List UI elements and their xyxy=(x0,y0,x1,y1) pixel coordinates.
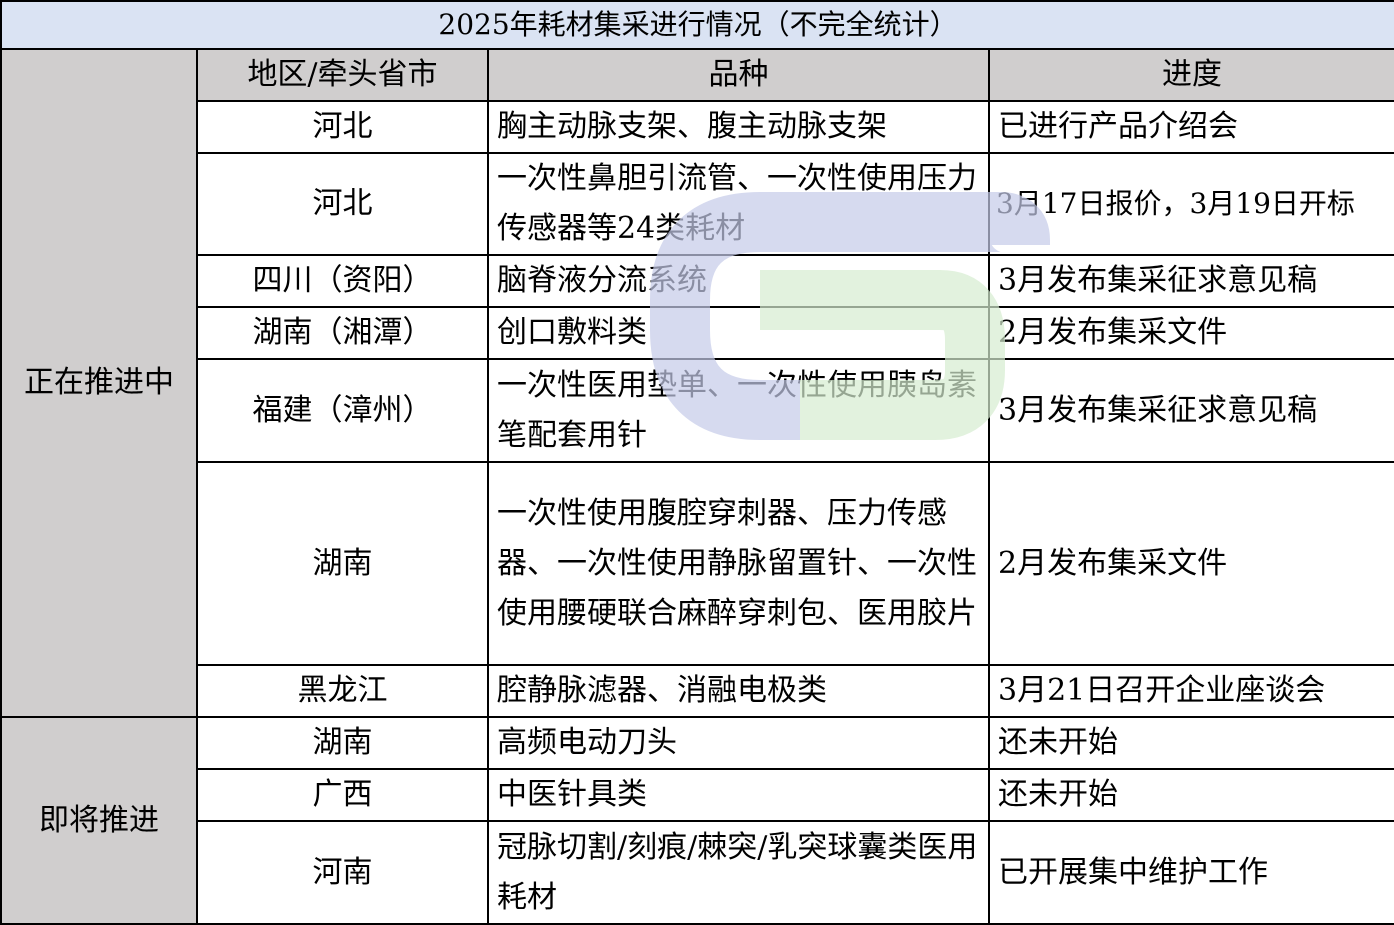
region-cell: 广西 xyxy=(196,768,489,822)
progress-cell: 3月发布集采征求意见稿 xyxy=(987,254,1394,308)
table-title: 2025年耗材集采进行情况（不完全统计） xyxy=(0,0,1394,50)
region-cell: 湖南 xyxy=(196,716,489,770)
variety-cell: 冠脉切割/刻痕/棘突/乳突球囊类医用耗材 xyxy=(487,820,990,925)
table-row: 湖南 一次性使用腹腔穿刺器、压力传感器、一次性使用静脉留置针、一次性使用腰硬联合… xyxy=(1,461,1394,666)
variety-cell: 一次性使用腹腔穿刺器、压力传感器、一次性使用静脉留置针、一次性使用腰硬联合麻醉穿… xyxy=(487,461,990,666)
header-variety: 品种 xyxy=(487,48,990,102)
region-cell: 四川（资阳） xyxy=(196,254,489,308)
variety-cell: 胸主动脉支架、腹主动脉支架 xyxy=(487,100,990,154)
progress-cell: 3月21日召开企业座谈会 xyxy=(987,664,1394,718)
table-row: 湖南（湘潭） 创口敷料类 2月发布集采文件 xyxy=(1,306,1394,360)
table-row: 河南 冠脉切割/刻痕/棘突/乳突球囊类医用耗材 已开展集中维护工作 xyxy=(1,820,1394,925)
progress-cell: 还未开始 xyxy=(987,716,1394,770)
progress-cell: 3月17日报价，3月19日开标 xyxy=(987,152,1394,256)
region-cell: 福建（漳州） xyxy=(196,358,489,463)
region-cell: 湖南 xyxy=(196,461,489,666)
table-row: 即将推进 湖南 高频电动刀头 还未开始 xyxy=(0,716,1394,925)
table-row: 河北 胸主动脉支架、腹主动脉支架 已进行产品介绍会 xyxy=(1,100,1394,154)
progress-cell: 3月发布集采征求意见稿 xyxy=(987,358,1394,463)
progress-cell: 2月发布集采文件 xyxy=(987,461,1394,666)
table-row: 福建（漳州） 一次性医用垫单、一次性使用胰岛素笔配套用针 3月发布集采征求意见稿 xyxy=(1,358,1394,463)
region-cell: 河北 xyxy=(196,100,489,154)
progress-cell: 已开展集中维护工作 xyxy=(987,820,1394,925)
region-cell: 黑龙江 xyxy=(196,664,489,718)
variety-cell: 创口敷料类 xyxy=(487,306,990,360)
table-row: 黑龙江 腔静脉滤器、消融电极类 3月21日召开企业座谈会 xyxy=(1,664,1394,718)
variety-cell: 一次性医用垫单、一次性使用胰岛素笔配套用针 xyxy=(487,358,990,463)
table-row: 河北 一次性鼻胆引流管、一次性使用压力传感器等24类耗材 3月17日报价，3月1… xyxy=(1,152,1394,256)
group-in-progress: 正在推进中 xyxy=(0,48,198,718)
variety-cell: 高频电动刀头 xyxy=(487,716,990,770)
region-cell: 湖南（湘潭） xyxy=(196,306,489,360)
variety-cell: 脑脊液分流系统 xyxy=(487,254,990,308)
progress-cell: 2月发布集采文件 xyxy=(987,306,1394,360)
variety-cell: 中医针具类 xyxy=(487,768,990,822)
region-cell: 河北 xyxy=(196,152,489,256)
header-progress: 进度 xyxy=(987,48,1394,102)
variety-cell: 腔静脉滤器、消融电极类 xyxy=(487,664,990,718)
progress-cell: 还未开始 xyxy=(987,768,1394,822)
group-upcoming: 即将推进 xyxy=(0,716,198,925)
table-row: 四川（资阳） 脑脊液分流系统 3月发布集采征求意见稿 xyxy=(1,254,1394,308)
progress-cell: 已进行产品介绍会 xyxy=(987,100,1394,154)
table-row: 广西 中医针具类 还未开始 xyxy=(1,768,1394,822)
variety-cell: 一次性鼻胆引流管、一次性使用压力传感器等24类耗材 xyxy=(487,152,990,256)
header-region: 地区/牵头省市 xyxy=(196,48,489,102)
region-cell: 河南 xyxy=(196,820,489,925)
